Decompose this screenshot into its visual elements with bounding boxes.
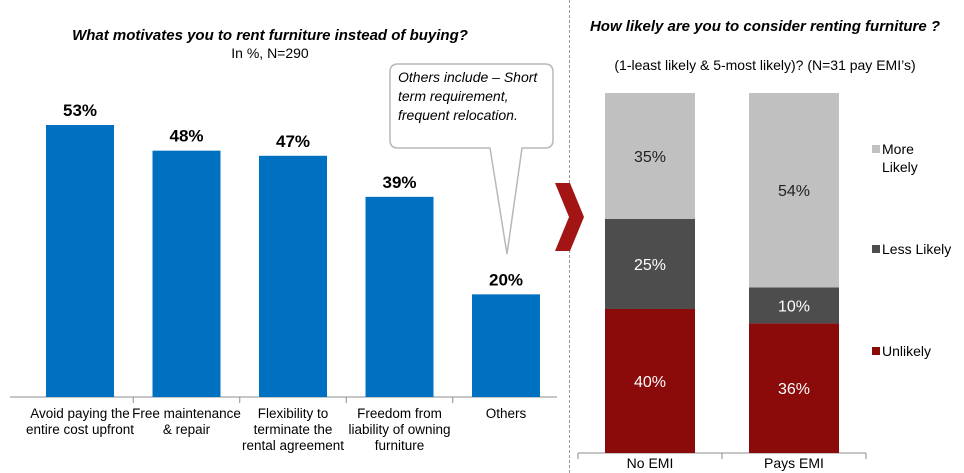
stack-segment xyxy=(605,309,695,453)
left-chart-subtitle: In %, N=290 xyxy=(231,45,309,61)
stack-segment xyxy=(749,93,839,288)
bar xyxy=(152,150,221,397)
legend-label: Unlikely xyxy=(882,343,932,359)
bar-value-label: 39% xyxy=(382,173,416,192)
bar xyxy=(365,196,434,397)
right-stacked-chart: 40% 25% 35% 36% 10% 54% xyxy=(577,93,867,459)
x-tick-label: Freedom from liability of owning furnitu… xyxy=(348,406,451,453)
x-tick-label: Pays EMI xyxy=(764,455,824,471)
stack-segment xyxy=(605,219,695,309)
legend-swatch xyxy=(872,245,880,253)
bar xyxy=(472,294,540,397)
x-tick-label: No EMI xyxy=(626,455,674,471)
segment-value-label: 35% xyxy=(634,149,666,166)
left-chart-title: What motivates you to rent furniture ins… xyxy=(72,27,468,44)
segment-value-label: 54% xyxy=(778,183,810,200)
bar-value-label: 20% xyxy=(489,270,523,289)
stack-segment xyxy=(749,287,839,324)
bar-value-label: 53% xyxy=(63,101,97,120)
segment-value-label: 40% xyxy=(634,374,666,391)
legend-label: More Likely xyxy=(882,141,918,175)
segment-value-label: 10% xyxy=(778,298,810,315)
bar xyxy=(46,125,114,397)
bar-value-label: 48% xyxy=(169,127,203,146)
segment-value-label: 25% xyxy=(634,257,666,274)
x-tick-label: Others xyxy=(485,406,527,421)
right-chart-title: How likely are you to consider renting f… xyxy=(589,18,941,35)
left-bar-chart: 53% 48% 47% 39% 20% xyxy=(10,101,557,403)
x-tick-label: Flexibility to terminate the rental agre… xyxy=(241,406,345,453)
chevron-right-icon xyxy=(555,183,584,251)
right-chart-subtitle: (1-least likely & 5-most likely)? (N=31 … xyxy=(614,57,916,73)
bar-value-label: 47% xyxy=(276,132,310,151)
legend-swatch xyxy=(872,145,880,153)
x-tick-label: Avoid paying the entire cost upfront xyxy=(25,406,135,437)
legend-label: Less Likely xyxy=(882,241,952,257)
bar xyxy=(259,155,327,397)
callout-annotation: Others include – Short term requirement,… xyxy=(398,69,538,123)
callout-bubble xyxy=(389,63,554,255)
stack-segment xyxy=(605,93,695,219)
legend-swatch xyxy=(872,347,880,355)
x-tick-label: Free maintenance & repair xyxy=(132,406,241,437)
stack-segment xyxy=(749,323,839,453)
segment-value-label: 36% xyxy=(778,381,810,398)
